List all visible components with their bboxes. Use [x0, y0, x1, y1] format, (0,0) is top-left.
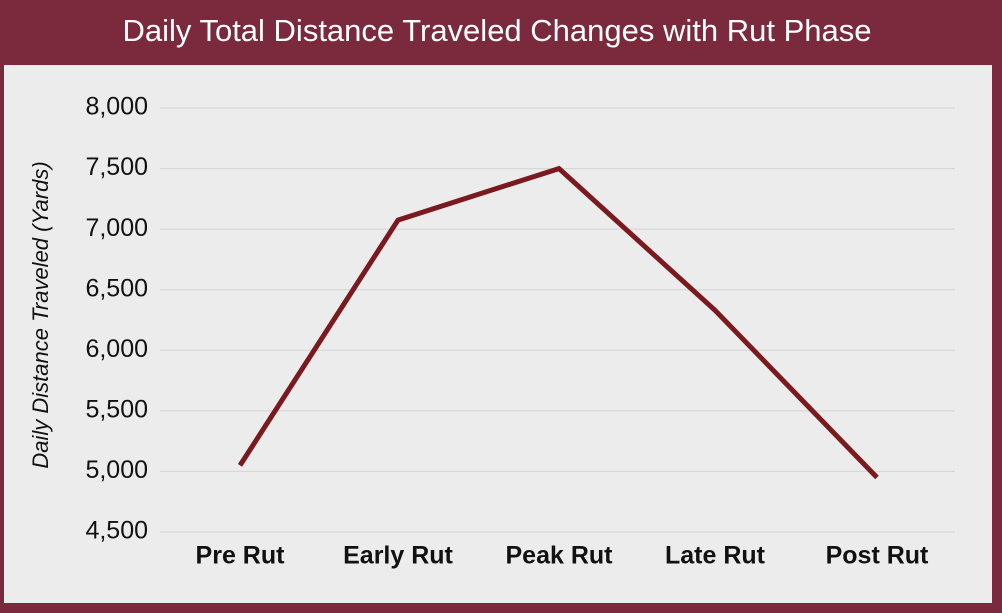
y-tick-label: 5,500	[85, 395, 148, 423]
y-tick-label: 7,000	[85, 214, 148, 242]
x-tick-label: Peak Rut	[506, 542, 614, 570]
y-tick-label: 6,000	[85, 335, 148, 363]
y-tick-label: 8,000	[85, 93, 148, 121]
plot-background	[4, 65, 992, 603]
x-tick-label: Pre Rut	[196, 542, 286, 570]
y-tick-label: 5,000	[85, 456, 148, 484]
y-tick-label: 7,500	[85, 153, 148, 181]
data-line	[237, 165, 879, 480]
y-tick-label: 6,500	[85, 274, 148, 302]
y-tick-label: 4,500	[85, 517, 148, 545]
x-tick-label: Early Rut	[343, 542, 453, 570]
x-tick-label: Late Rut	[665, 542, 766, 570]
x-tick-label: Post Rut	[826, 542, 929, 570]
chart-title: Daily Total Distance Traveled Changes wi…	[123, 13, 872, 48]
y-axis-label: Daily Distance Traveled (Yards)	[28, 161, 53, 468]
